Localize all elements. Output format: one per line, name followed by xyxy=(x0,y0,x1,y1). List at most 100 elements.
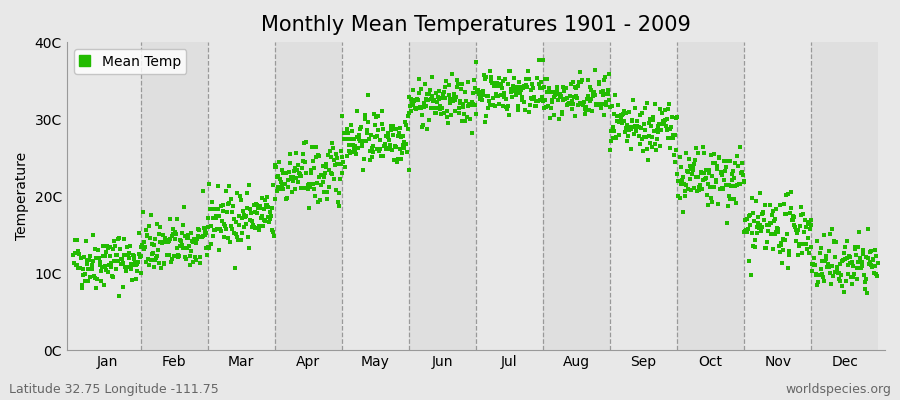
Point xyxy=(292,169,306,176)
Point xyxy=(68,262,83,268)
Point xyxy=(266,229,281,236)
Point xyxy=(574,78,589,85)
Point xyxy=(454,98,468,104)
Point xyxy=(190,236,204,242)
Point xyxy=(722,181,736,188)
Point xyxy=(740,229,754,235)
Point xyxy=(598,74,612,80)
Point xyxy=(459,114,473,120)
Point xyxy=(237,212,251,218)
Point xyxy=(848,246,862,252)
Point xyxy=(217,234,231,240)
Point xyxy=(140,232,154,239)
Point xyxy=(524,87,538,93)
Point xyxy=(233,237,248,244)
Point xyxy=(151,231,166,238)
Point xyxy=(851,259,866,265)
Point xyxy=(638,127,652,134)
Point xyxy=(383,142,398,148)
Point xyxy=(484,74,499,80)
Point xyxy=(256,223,270,230)
Point xyxy=(650,126,664,133)
Point xyxy=(144,256,158,263)
Point xyxy=(261,214,275,220)
Point xyxy=(526,85,540,91)
Point xyxy=(72,251,86,257)
Point xyxy=(563,101,578,108)
Point xyxy=(155,239,169,245)
Point xyxy=(107,238,122,245)
Point xyxy=(452,110,466,117)
Point xyxy=(485,102,500,108)
Point xyxy=(771,226,786,232)
Bar xyxy=(274,42,342,350)
Point xyxy=(353,138,367,144)
Point xyxy=(68,237,83,244)
Point xyxy=(283,160,297,166)
Point xyxy=(311,151,326,158)
Point xyxy=(812,272,826,278)
Point xyxy=(734,170,748,176)
Point xyxy=(500,106,514,112)
Point xyxy=(121,264,135,270)
Point xyxy=(754,224,769,230)
Bar xyxy=(140,42,208,350)
Point xyxy=(486,94,500,101)
Point xyxy=(340,126,355,132)
Point xyxy=(472,86,486,93)
Point xyxy=(75,282,89,288)
Point xyxy=(438,94,453,101)
Point xyxy=(446,91,461,97)
Point xyxy=(440,114,454,120)
Point xyxy=(206,232,220,239)
Point xyxy=(411,76,426,83)
Point xyxy=(709,162,724,169)
Point xyxy=(122,243,137,250)
Point xyxy=(585,108,599,114)
Point xyxy=(327,176,341,182)
Point xyxy=(323,148,338,154)
Point xyxy=(227,216,241,222)
Point xyxy=(737,229,751,235)
Point xyxy=(94,278,108,284)
Point xyxy=(832,270,846,277)
Point xyxy=(364,145,379,151)
Point xyxy=(457,118,472,124)
Point xyxy=(119,264,133,270)
Point xyxy=(536,83,551,90)
Point xyxy=(211,183,225,189)
Point xyxy=(722,193,736,199)
Point xyxy=(491,92,506,99)
Point xyxy=(160,252,175,258)
Point xyxy=(166,231,180,237)
Point xyxy=(411,97,426,103)
Point xyxy=(868,270,883,277)
Point xyxy=(851,228,866,235)
Point xyxy=(81,278,95,284)
Point xyxy=(402,94,417,100)
Point xyxy=(561,101,575,108)
Point xyxy=(210,226,224,232)
Point xyxy=(87,246,102,253)
Point xyxy=(748,237,762,243)
Point xyxy=(135,242,149,248)
Point xyxy=(472,90,486,97)
Point xyxy=(678,193,692,199)
Point xyxy=(461,79,475,86)
Point xyxy=(383,123,398,130)
Point xyxy=(643,140,657,147)
Point xyxy=(562,93,577,100)
Point xyxy=(254,214,268,221)
Point xyxy=(219,188,233,195)
Point xyxy=(712,153,726,160)
Point xyxy=(581,77,596,84)
Point xyxy=(191,226,205,232)
Point xyxy=(577,98,591,105)
Point xyxy=(778,192,793,198)
Point xyxy=(743,212,758,218)
Point xyxy=(825,226,840,232)
Point xyxy=(622,126,636,133)
Point xyxy=(552,115,566,122)
Point xyxy=(735,172,750,178)
Point xyxy=(553,91,567,98)
